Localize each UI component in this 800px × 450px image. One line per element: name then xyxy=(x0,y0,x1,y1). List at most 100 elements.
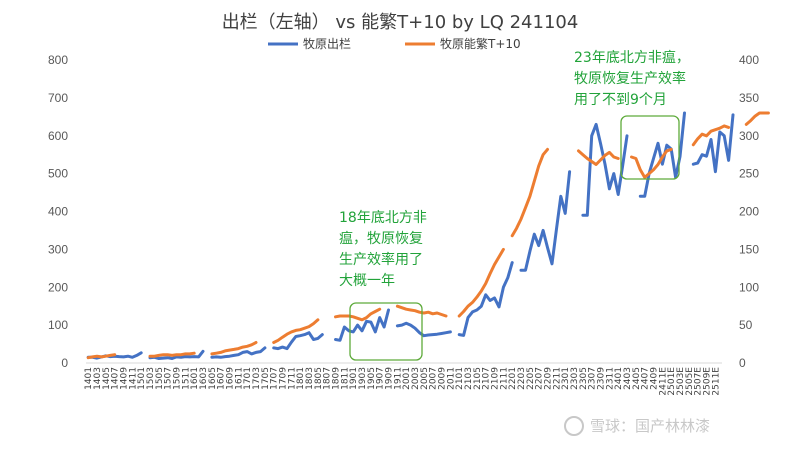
x-tick-label: 1607 xyxy=(217,367,227,390)
x-tick-label: 2105 xyxy=(473,367,483,390)
series-segment xyxy=(334,307,382,322)
x-tick-label: 1805 xyxy=(314,367,324,390)
x-tick-label: 2007 xyxy=(429,367,439,390)
series-segment xyxy=(691,124,731,147)
x-tick-label: 2503E xyxy=(676,367,686,396)
x-tick-label: 1605 xyxy=(208,367,218,390)
x-tick-label: 2011 xyxy=(446,367,456,390)
x-tick-label: 2411E xyxy=(658,367,668,396)
y-right-tick-label: 300 xyxy=(739,129,759,143)
y-left-tick-label: 500 xyxy=(48,167,68,181)
x-tick-label: 1405 xyxy=(102,367,112,390)
annotation-2018-line-4: 大概一年 xyxy=(339,273,395,289)
chart-title: 出栏（左轴） vs 能繁T+10 by LQ 241104 xyxy=(222,12,579,33)
x-tick-label: 2209 xyxy=(544,367,554,390)
x-tick-label: 2511E xyxy=(711,367,721,396)
y-left-tick-label: 100 xyxy=(48,318,68,332)
x-tick-label: 2201 xyxy=(508,367,518,390)
x-tick-label: 2207 xyxy=(535,367,545,390)
x-tick-label: 1705 xyxy=(261,367,271,390)
x-tick-label: 1503 xyxy=(146,367,156,390)
x-tick-label: 1401 xyxy=(84,367,94,390)
x-tick-label: 1903 xyxy=(358,367,368,390)
watermark: 雪球：国产林林漆 xyxy=(564,416,710,436)
x-tick-label: 2001 xyxy=(402,367,412,390)
watermark-text: 雪球：国产林林漆 xyxy=(590,417,710,435)
x-tick-label: 1507 xyxy=(164,367,174,390)
y-right-tick-label: 150 xyxy=(739,242,759,256)
y-right-tick-label: 350 xyxy=(739,91,759,105)
annotation-2018-line-1: 18年底北方非 xyxy=(339,210,427,226)
x-tick-label: 1407 xyxy=(111,367,121,390)
y-right-tick-label: 100 xyxy=(739,280,759,294)
series-segment xyxy=(210,341,258,356)
x-tick-label: 2501E xyxy=(667,367,677,396)
x-tick-label: 2401 xyxy=(614,367,624,390)
x-tick-label: 2307 xyxy=(588,367,598,390)
y-left-tick-label: 400 xyxy=(48,205,68,219)
annotation-2023-line-3: 用了不到9个月 xyxy=(574,92,667,108)
y-left-tick-label: 200 xyxy=(48,280,68,294)
x-tick-label: 2405 xyxy=(632,367,642,390)
x-tick-label: 2303 xyxy=(570,367,580,390)
highlight-box-2018 xyxy=(349,302,423,361)
series-segment xyxy=(272,318,320,344)
x-tick-label: 2509E xyxy=(703,367,713,396)
x-tick-label: 1603 xyxy=(199,367,209,390)
y-right-tick-label: 200 xyxy=(739,205,759,219)
x-tick-label: 1907 xyxy=(376,367,386,390)
x-tick-label: 2109 xyxy=(491,367,501,390)
x-tick-label: 1505 xyxy=(155,367,165,390)
y-left-tick-label: 800 xyxy=(48,53,68,67)
series-segment xyxy=(744,111,770,126)
series-segment xyxy=(577,149,620,166)
x-tick-label: 1701 xyxy=(243,367,253,390)
x-tick-label: 1801 xyxy=(296,367,306,390)
x-tick-label: 1409 xyxy=(120,367,130,390)
x-tick-label: 2301 xyxy=(561,367,571,390)
series-2-line xyxy=(86,111,770,360)
legend-label-series-2: 牧原能繁T+10 xyxy=(440,36,521,51)
x-tick-label: 1901 xyxy=(349,367,359,390)
annotation-2023-line-1: 23年底北方非瘟， xyxy=(574,49,690,66)
legend: 牧原出栏 牧原能繁T+10 xyxy=(268,36,521,51)
series-segment xyxy=(272,331,324,351)
y-axis-right: 0 50 100 150 200 250 300 350 400 xyxy=(739,53,759,370)
x-tick-label: 2409 xyxy=(650,367,660,390)
x-tick-label: 1611 xyxy=(234,367,244,390)
x-tick-label: 2311 xyxy=(605,367,615,390)
x-tick-label: 2407 xyxy=(641,367,651,390)
x-tick-label: 2005 xyxy=(420,367,430,390)
series-segment xyxy=(457,261,514,337)
x-tick-label: 1811 xyxy=(340,367,350,390)
x-tick-label: 2309 xyxy=(597,367,607,390)
series-segment xyxy=(519,170,572,272)
x-tick-label: 1703 xyxy=(252,367,262,390)
series-segment xyxy=(148,349,205,360)
annotation-2023: 23年底北方非瘟， 牧原恢复生产效率 用了不到9个月 xyxy=(574,49,690,108)
series-segment xyxy=(691,113,735,174)
x-tick-label: 1911 xyxy=(393,367,403,390)
x-tick-label: 2507E xyxy=(694,367,704,396)
x-tick-label: 2107 xyxy=(482,367,492,390)
x-tick-label: 1411 xyxy=(128,367,138,390)
x-tick-label: 2003 xyxy=(411,367,421,390)
x-tick-label: 1511 xyxy=(181,367,191,390)
watermark-logo-icon xyxy=(564,416,584,436)
series-segment xyxy=(638,111,686,198)
x-tick-label: 1905 xyxy=(367,367,377,390)
annotation-2018-line-2: 瘟，牧原恢复 xyxy=(339,230,423,247)
annotation-2023-line-2: 牧原恢复生产效率 xyxy=(574,70,686,87)
y-right-tick-label: 0 xyxy=(739,356,746,370)
series-segment xyxy=(630,147,673,179)
series-segment xyxy=(210,346,267,359)
x-tick-label: 1509 xyxy=(173,367,183,390)
y-right-tick-label: 250 xyxy=(739,167,759,181)
x-tick-label: 2111 xyxy=(499,367,509,390)
x-tick-label: 2205 xyxy=(526,367,536,390)
x-tick-label: 2009 xyxy=(438,367,448,390)
x-tick-label: 1609 xyxy=(226,367,236,390)
x-tick-label: 2101 xyxy=(455,367,465,390)
